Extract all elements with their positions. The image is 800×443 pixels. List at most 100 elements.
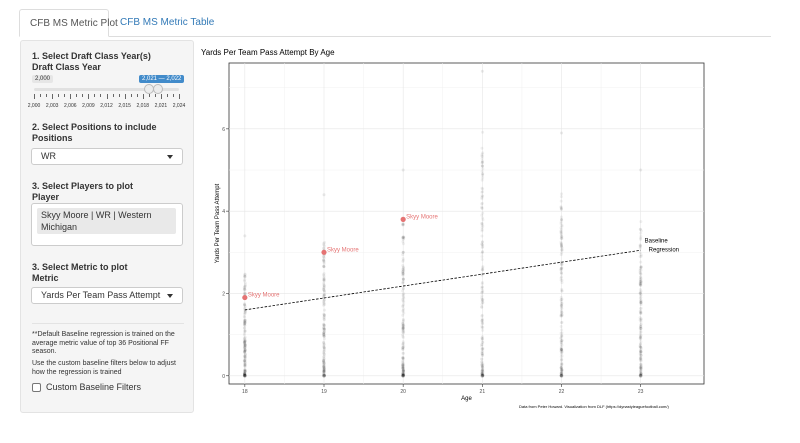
background-point [560,262,564,266]
background-point [401,364,405,368]
background-point [322,246,326,250]
background-point [480,223,484,227]
background-point [559,347,563,351]
draft-year-slider[interactable]: 2,000 2,021 — 2,022 2,000 2,003 2,006 2,009… [28,75,185,119]
background-point [322,313,326,317]
background-point [559,342,563,346]
background-point [639,283,643,287]
slider-handle-max[interactable] [153,84,163,94]
background-point [560,370,564,374]
metric-select[interactable]: Yards Per Team Pass Attempt [31,287,183,304]
background-point [322,355,326,359]
background-point [481,243,485,247]
background-point [322,244,326,248]
background-point [639,253,643,257]
background-point [322,264,326,268]
background-point [401,365,405,369]
background-point [401,342,405,346]
custom-baseline-label[interactable]: Custom Baseline Filters [46,382,142,392]
background-point [401,343,405,347]
background-point [401,365,405,369]
background-point [401,270,405,274]
background-point [559,324,563,328]
background-point [560,235,564,239]
background-point [402,237,406,241]
background-point [322,293,326,297]
custom-baseline-checkbox[interactable] [32,383,41,392]
background-point [243,374,247,378]
background-point [638,350,642,354]
background-point [401,326,405,330]
player-chip[interactable]: Skyy Moore | WR | Western Michigan [37,208,176,234]
positions-select[interactable]: WR [31,148,183,165]
background-point [560,244,564,248]
background-point [480,318,484,322]
background-point [321,364,325,368]
background-point [560,278,564,282]
background-point [639,234,643,238]
players-input[interactable]: Skyy Moore | WR | Western Michigan [31,203,183,246]
background-point [638,279,642,283]
background-point [322,255,326,259]
background-point [322,322,326,326]
background-point [480,240,484,244]
background-point [401,323,405,327]
background-point [242,326,246,330]
background-point [322,374,326,378]
background-point [559,373,563,377]
background-point [322,362,326,366]
background-point [322,352,326,356]
background-point [401,366,405,370]
background-point [480,152,484,156]
background-point [480,313,484,317]
background-point [638,246,642,250]
background-point [480,221,484,225]
background-point [242,341,246,345]
background-point [639,301,643,305]
background-point [242,291,246,295]
background-point [560,249,564,253]
background-point [481,363,485,367]
background-point [322,296,326,300]
background-point [243,373,247,377]
background-point [322,346,326,350]
background-point [243,374,247,378]
background-point [560,334,564,338]
tab-metric-table[interactable]: CFB MS Metric Table [120,17,215,28]
slider-min-label: 2,000 [32,75,54,83]
background-point [402,311,406,315]
background-point [639,347,643,351]
background-point [322,323,326,327]
background-point [243,363,247,367]
background-point [480,154,484,158]
background-point [401,373,405,377]
background-point [243,322,247,326]
background-point [560,339,564,343]
background-point [639,283,643,287]
slider-track[interactable] [34,88,179,91]
background-point [243,368,247,372]
background-point [480,366,484,370]
background-point [639,373,643,377]
regression-label-line1: Baseline [645,238,669,244]
metric-heading: 3. Select Metric to plot [32,262,128,272]
background-point [243,302,247,306]
background-point [638,318,642,322]
background-point [559,321,563,325]
slider-tick [94,94,96,97]
background-point [322,352,326,356]
background-point [401,257,405,261]
background-point [401,346,405,350]
background-point [322,341,326,345]
background-point [322,372,326,376]
tab-metric-plot[interactable]: CFB MS Metric Plot [19,9,118,37]
background-point [401,269,405,273]
background-point [322,328,326,332]
background-point [639,364,643,368]
background-point [243,234,247,238]
background-point [560,310,564,314]
background-point [242,286,246,290]
background-point [480,290,484,294]
background-point [638,352,642,356]
background-point [639,345,643,349]
